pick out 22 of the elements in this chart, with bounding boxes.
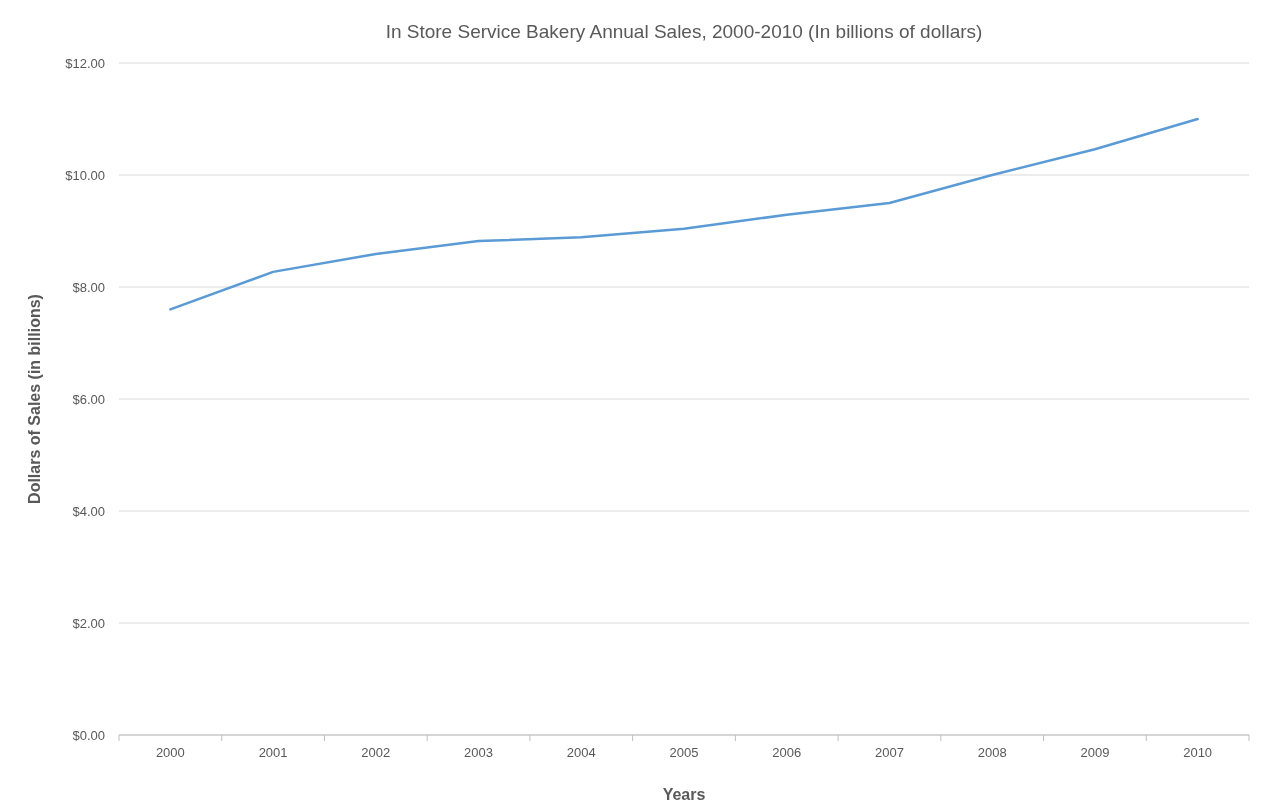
x-tick-label: 2009 bbox=[1080, 745, 1110, 760]
x-tick-label: 2001 bbox=[258, 745, 288, 760]
y-tick-label: $4.00 bbox=[72, 503, 105, 519]
x-tick-label: 2002 bbox=[361, 745, 391, 760]
y-tick-label: $0.00 bbox=[72, 727, 105, 743]
x-tick-label: 2008 bbox=[977, 745, 1007, 760]
x-tick-label: 2003 bbox=[464, 745, 494, 760]
x-tick-label: 2006 bbox=[772, 745, 802, 760]
y-tick-label: $12.00 bbox=[65, 55, 105, 71]
x-axis-title: Years bbox=[662, 786, 706, 803]
y-tick-label: $2.00 bbox=[72, 615, 105, 631]
x-tick-label: 2010 bbox=[1183, 745, 1213, 760]
y-tick-label: $8.00 bbox=[72, 279, 105, 295]
y-tick-label: $10.00 bbox=[65, 167, 105, 183]
x-tick-label: 2005 bbox=[669, 745, 699, 760]
line-series bbox=[169, 117, 1199, 311]
x-tick-label: 2004 bbox=[566, 745, 596, 760]
x-tick-label: 2000 bbox=[155, 745, 185, 760]
y-tick-label: $6.00 bbox=[72, 391, 105, 407]
chart-title: In Store Service Bakery Annual Sales, 2000-2010 (In billions of dollars) bbox=[385, 21, 983, 42]
x-tick-label: 2007 bbox=[874, 745, 904, 760]
y-axis-title: Dollars of Sales (in billions) bbox=[26, 294, 43, 504]
